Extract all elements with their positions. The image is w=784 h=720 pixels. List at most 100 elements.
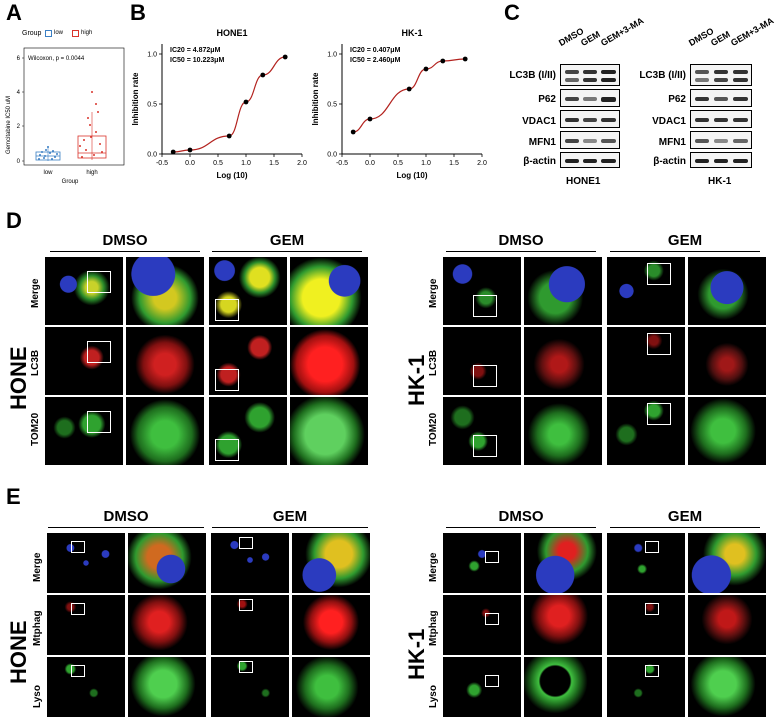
- blot-row-lc3b: LC3B (I/II): [509, 70, 556, 81]
- data-point: [350, 129, 356, 135]
- x-tick-label: 0.0: [365, 160, 375, 167]
- blot-row-vdac1-hk1: VDAC1: [652, 116, 686, 127]
- blot-columns-hk1: DMSO GEM GEM+3-MA: [687, 15, 775, 50]
- svg-text:6: 6: [17, 56, 21, 62]
- blot-hone1-actin: [560, 152, 620, 168]
- legend-low-label: low: [54, 30, 64, 36]
- e-hk1-dmso-title: DMSO: [498, 508, 544, 525]
- x-tick-high: high: [86, 170, 97, 176]
- data-point: [440, 58, 446, 64]
- e-hone-gem-merge: [210, 532, 290, 594]
- x-axis-label: Log (10): [396, 171, 427, 180]
- legend-high-swatch: [72, 30, 79, 37]
- d-hk1-dmso-tom20: [442, 396, 522, 466]
- d-hk1-dmso-lc3b: [442, 326, 522, 396]
- blot-hk1-mfn1: [690, 131, 752, 149]
- d-hk1-gem-tom20: [606, 396, 686, 466]
- e-hk1-gem-merge: [606, 532, 686, 594]
- d-hone-gem-lc3b: [208, 326, 288, 396]
- y-tick-label: 0.0: [327, 152, 337, 159]
- e-hone-gem-lyso-zoom: [291, 656, 371, 718]
- blot-row-p62: P62: [538, 94, 556, 105]
- x-tick-label: 2.0: [297, 160, 307, 167]
- e-hone-dmso-line: [48, 527, 204, 528]
- d-hk1-dmso-line: [446, 251, 596, 252]
- panel-label-d: D: [6, 208, 22, 233]
- d-hk1-gem-merge: [606, 256, 686, 326]
- y-axis-label: Inhibition rate: [311, 72, 320, 125]
- data-point: [282, 54, 288, 60]
- d-hone-dmso-line: [50, 251, 200, 252]
- e-hk1-cell-label: HK-1: [404, 628, 429, 680]
- x-tick-label: 2.0: [477, 160, 487, 167]
- blot-cell-hone1: HONE1: [566, 176, 601, 187]
- d-hone-gem-lc3b-zoom: [289, 326, 369, 396]
- e-hone-cell-label: HONE: [6, 620, 31, 684]
- y-axis-label: Gemcitabine IC50 uM: [6, 96, 12, 154]
- d-hone-dmso-title: DMSO: [102, 232, 148, 249]
- panel-label-a: A: [6, 0, 22, 25]
- d-hk1-row-merge: Merge: [428, 278, 439, 308]
- data-point: [462, 56, 468, 62]
- svg-text:2: 2: [17, 124, 21, 130]
- e-hone-row-lyso: Lyso: [32, 685, 43, 708]
- data-point: [170, 149, 176, 155]
- y-ticks: 0 2 4 6: [17, 56, 24, 165]
- ic50-label: IC50 = 2.460μM: [350, 57, 401, 64]
- d-hone-gem-title: GEM: [269, 232, 305, 249]
- e-hone-dmso-mtphag: [46, 594, 126, 656]
- e-hk1-dmso-merge: [442, 532, 522, 594]
- e-hone-gem-line: [212, 527, 368, 528]
- blot-row-mfn1: MFN1: [528, 137, 556, 148]
- e-hone-dmso-lyso-zoom: [127, 656, 207, 718]
- y-tick-label: 1.0: [147, 52, 157, 59]
- d-hk1-dmso-merge-zoom: [523, 256, 603, 326]
- e-hk1-dmso-line: [446, 527, 596, 528]
- svg-text:0: 0: [17, 159, 21, 165]
- d-hk1-gem-merge-zoom: [687, 256, 767, 326]
- d-hk1-gem-lc3b: [606, 326, 686, 396]
- d-hone-dmso-tom20: [44, 396, 124, 466]
- data-point: [406, 86, 412, 92]
- e-hone-gem-merge-zoom: [291, 532, 371, 594]
- data-point: [243, 99, 249, 105]
- ic20-label: IC20 = 0.407μM: [350, 47, 401, 54]
- e-hk1-row-lyso: Lyso: [428, 685, 439, 708]
- x-tick-label: 1.0: [241, 160, 251, 167]
- e-hone-dmso-lyso: [46, 656, 126, 718]
- d-hk1-dmso-merge: [442, 256, 522, 326]
- chart-title: HONE1: [216, 28, 247, 38]
- e-hk1-gem-mtphag-zoom: [687, 594, 767, 656]
- e-hk1-dmso-merge-zoom: [523, 532, 603, 594]
- blot-hone1-lc3b: [560, 64, 620, 86]
- blot-hk1-p62: [690, 89, 752, 107]
- svg-text:4: 4: [17, 90, 21, 96]
- data-point: [187, 147, 193, 153]
- ic50-label: IC50 = 10.223μM: [170, 57, 224, 64]
- e-hk1-row-mtphag: Mtphag: [428, 610, 439, 646]
- d-hone-gem-tom20-zoom: [289, 396, 369, 466]
- e-hone-gem-lyso: [210, 656, 290, 718]
- d-hone-gem-merge: [208, 256, 288, 326]
- e-hone-gem-mtphag-zoom: [291, 594, 371, 656]
- d-hone-row-lc3b: LC3B: [30, 349, 41, 376]
- d-hone-row-tom20: TOM20: [30, 412, 41, 446]
- blot-hk1-vdac1: [690, 110, 752, 128]
- d-hk1-dmso-title: DMSO: [498, 232, 544, 249]
- blot-hone1-vdac1: [560, 110, 620, 128]
- blot-row-p62-hk1: P62: [668, 94, 686, 105]
- legend-low-swatch: [45, 30, 52, 37]
- blot-cell-hk1: HK-1: [708, 176, 732, 187]
- box-high: [77, 112, 107, 160]
- e-hone-row-merge: Merge: [32, 552, 43, 582]
- stat-label: Wilcoxon, p = 0.0044: [28, 56, 85, 62]
- d-hone-dmso-merge-zoom: [125, 256, 205, 326]
- d-hk1-row-tom20: TOM20: [428, 412, 439, 446]
- x-tick-label: 1.5: [449, 160, 459, 167]
- e-hone-gem-mtphag: [210, 594, 290, 656]
- blot-columns-hone1: DMSO GEM GEM+3-MA: [557, 15, 645, 50]
- d-hk1-gem-title: GEM: [667, 232, 703, 249]
- e-hone-dmso-merge-zoom: [127, 532, 207, 594]
- x-axis-label: Log (10): [216, 171, 247, 180]
